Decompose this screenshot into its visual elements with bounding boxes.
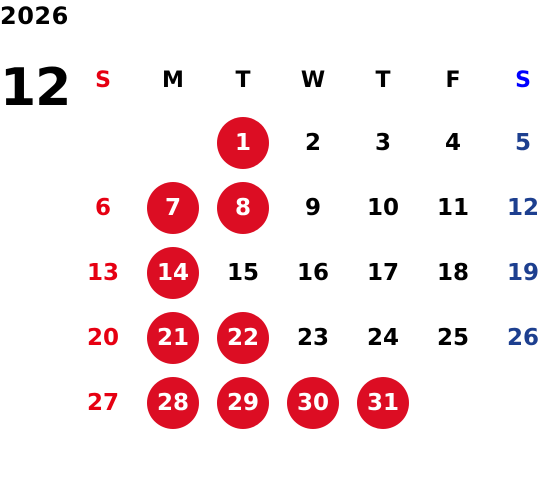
highlighted-day-circle: 7 [147, 181, 199, 234]
day-cell: 24 [348, 305, 418, 370]
day-cell: 5 [488, 110, 548, 175]
day-cell: 9 [278, 175, 348, 240]
weekday-header-sun: S [95, 67, 111, 93]
highlighted-day-circle: 28 [147, 376, 199, 429]
day-cell: 15 [208, 240, 278, 305]
day-cell: 13 [68, 240, 138, 305]
day-cell: 26 [488, 305, 548, 370]
day-cell: 10 [348, 175, 418, 240]
empty-day-cell [488, 370, 548, 435]
day-cell: 7 [138, 175, 208, 240]
highlighted-day-circle: 21 [147, 311, 199, 364]
highlighted-day-circle: 29 [217, 376, 269, 429]
day-number: 2 [304, 129, 321, 156]
day-cell: 14 [138, 240, 208, 305]
calendar-grid: S M T W T F S 1 2 3 4 5 6 7 8 9 10 11 12 13 14 15 16 17 1… [68, 50, 548, 435]
day-cell: 6 [68, 175, 138, 240]
day-cell: 12 [488, 175, 548, 240]
day-number: 9 [304, 194, 321, 221]
day-cell: 30 [278, 370, 348, 435]
day-number: 19 [506, 259, 539, 286]
day-number: 20 [86, 324, 119, 351]
day-number: 11 [436, 194, 469, 221]
day-number: 23 [296, 324, 329, 351]
day-number: 5 [514, 129, 531, 156]
day-cell: 20 [68, 305, 138, 370]
day-number: 12 [506, 194, 539, 221]
day-number: 3 [374, 129, 391, 156]
highlighted-day-circle: 1 [217, 116, 269, 169]
day-cell: 17 [348, 240, 418, 305]
day-cell: 19 [488, 240, 548, 305]
weekday-header-thu: T [375, 67, 391, 93]
highlighted-day-circle: 30 [287, 376, 339, 429]
weekday-header-fri: F [445, 67, 461, 93]
highlighted-day-circle: 8 [217, 181, 269, 234]
day-cell: 18 [418, 240, 488, 305]
weekday-header-mon: M [162, 67, 184, 93]
empty-day-cell [418, 370, 488, 435]
day-cell: 28 [138, 370, 208, 435]
month-number: 12 [0, 58, 71, 118]
weekday-header-tue: T [235, 67, 251, 93]
day-number: 15 [226, 259, 259, 286]
day-cell: 16 [278, 240, 348, 305]
day-cell: 11 [418, 175, 488, 240]
day-number: 24 [366, 324, 399, 351]
day-number: 4 [444, 129, 461, 156]
day-number: 17 [366, 259, 399, 286]
day-cell: 25 [418, 305, 488, 370]
weekday-header-sat: S [515, 67, 531, 93]
empty-day-cell [138, 110, 208, 175]
day-cell: 3 [348, 110, 418, 175]
day-cell: 21 [138, 305, 208, 370]
day-number: 13 [86, 259, 119, 286]
day-cell: 8 [208, 175, 278, 240]
day-number: 26 [506, 324, 539, 351]
day-number: 27 [86, 389, 119, 416]
highlighted-day-circle: 14 [147, 246, 199, 299]
day-cell: 29 [208, 370, 278, 435]
day-number: 18 [436, 259, 469, 286]
year-label: 2026 [0, 2, 69, 30]
empty-day-cell [68, 110, 138, 175]
highlighted-day-circle: 31 [357, 376, 409, 429]
day-number: 16 [296, 259, 329, 286]
day-cell: 4 [418, 110, 488, 175]
day-cell: 31 [348, 370, 418, 435]
day-cell: 23 [278, 305, 348, 370]
weekday-header-wed: W [300, 67, 326, 93]
day-cell: 22 [208, 305, 278, 370]
day-number: 25 [436, 324, 469, 351]
day-cell: 1 [208, 110, 278, 175]
day-cell: 2 [278, 110, 348, 175]
day-number: 6 [94, 194, 111, 221]
highlighted-day-circle: 22 [217, 311, 269, 364]
day-number: 10 [366, 194, 399, 221]
day-cell: 27 [68, 370, 138, 435]
